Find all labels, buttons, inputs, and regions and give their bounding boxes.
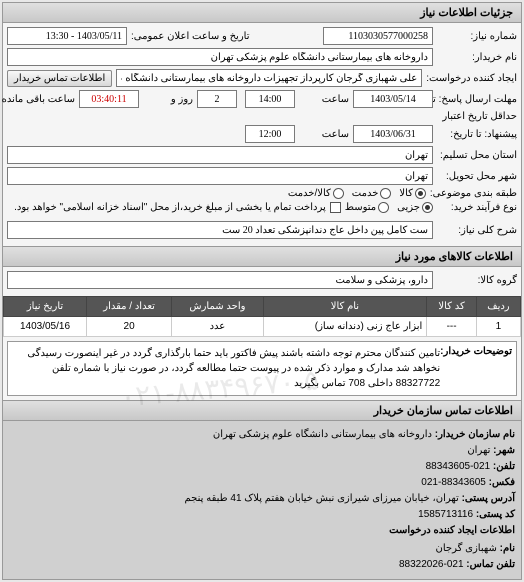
contact-info-button[interactable]: اطلاعات تماس خریدار bbox=[7, 70, 112, 87]
valid-date-input[interactable] bbox=[353, 125, 433, 143]
label-day: روز و bbox=[143, 94, 193, 105]
label-announce-date: تاریخ و ساعت اعلان عمومی: bbox=[131, 31, 319, 42]
creator-subheader: اطلاعات ایجاد کننده درخواست bbox=[9, 523, 515, 539]
items-table: ردیف کد کالا نام کالا واحد شمارش تعداد /… bbox=[3, 296, 521, 337]
creator-name-label: نام: bbox=[500, 543, 515, 554]
radio-jozi[interactable]: جزیی bbox=[397, 202, 433, 213]
cell-date: 1403/05/16 bbox=[4, 317, 87, 337]
contact-section: نام سازمان خریدار: داروخانه های بیمارستا… bbox=[3, 421, 521, 579]
description-box: توضیحات خریدار: تامین کنندگان محترم توجه… bbox=[7, 341, 517, 396]
creator-phone-label: تلفن تماس: bbox=[466, 559, 515, 570]
th-name: نام کالا bbox=[263, 297, 427, 317]
deadline-time-input[interactable] bbox=[245, 90, 295, 108]
label-city: شهر محل تحویل: bbox=[437, 171, 517, 182]
radio-both[interactable]: کالا/خدمت bbox=[288, 188, 344, 199]
contact-fax: 88343605-021 bbox=[421, 477, 486, 488]
contact-org: داروخانه های بیمارستانی دانشگاه علوم پزش… bbox=[213, 429, 432, 440]
label-group: گروه کالا: bbox=[437, 275, 517, 286]
need-title-input[interactable] bbox=[7, 221, 433, 239]
table-row[interactable]: 1 --- ابزار عاج زنی (دندانه ساز) عدد 20 … bbox=[4, 317, 521, 337]
remaining-days-input[interactable] bbox=[197, 90, 237, 108]
creator-phone: 021-88322026 bbox=[399, 559, 464, 570]
province-input[interactable] bbox=[7, 146, 433, 164]
cell-name: ابزار عاج زنی (دندانه ساز) bbox=[263, 317, 427, 337]
process-note: پرداخت تمام یا بخشی از مبلغ خرید،از محل … bbox=[14, 202, 326, 213]
cell-unit: عدد bbox=[172, 317, 263, 337]
contact-org-label: نام سازمان خریدار: bbox=[435, 429, 515, 440]
items-section-header: اطلاعات کالاهای مورد نیاز bbox=[3, 246, 521, 267]
cell-qty: 20 bbox=[86, 317, 171, 337]
panel-title: جزئیات اطلاعات نیاز bbox=[3, 3, 521, 23]
city-input[interactable] bbox=[7, 167, 433, 185]
contact-postcode-label: کد پستی: bbox=[476, 509, 515, 520]
label-buyer: نام خریدار: bbox=[437, 52, 517, 63]
contact-addr: تهران، خیابان میرزای شیرازی نبش خیابان ه… bbox=[185, 493, 459, 504]
contact-city-label: شهر: bbox=[493, 445, 515, 456]
th-unit: واحد شمارش bbox=[172, 297, 263, 317]
valid-time-input[interactable] bbox=[245, 125, 295, 143]
radio-kala[interactable]: کالا bbox=[399, 188, 426, 199]
label-creator: ایجاد کننده درخواست: bbox=[426, 73, 517, 84]
th-qty: تعداد / مقدار bbox=[86, 297, 171, 317]
label-hour2: ساعت bbox=[299, 129, 349, 140]
category-radio-group: کالا خدمت کالا/خدمت bbox=[288, 188, 426, 199]
contact-fax-label: فکس: bbox=[489, 477, 515, 488]
label-category: طبقه بندی موضوعی: bbox=[430, 188, 517, 199]
label-process: نوع فرآیند خرید: bbox=[437, 202, 517, 213]
radio-motavaset[interactable]: متوسط bbox=[345, 202, 389, 213]
creator-name: شهبازی گرجان bbox=[436, 543, 497, 554]
label-need-title: شرح کلی نیاز: bbox=[437, 225, 517, 236]
label-hour1: ساعت bbox=[299, 94, 349, 105]
label-deadline: مهلت ارسال پاسخ: تا bbox=[437, 94, 517, 105]
contact-addr-label: آدرس پستی: bbox=[462, 493, 515, 504]
cell-code: --- bbox=[427, 317, 477, 337]
deadline-date-input[interactable] bbox=[353, 90, 433, 108]
creator-input[interactable] bbox=[116, 69, 422, 87]
label-remaining: ساعت باقی مانده bbox=[2, 94, 75, 105]
desc-label: توضیحات خریدار: bbox=[440, 346, 512, 391]
announce-date-input[interactable] bbox=[7, 27, 127, 45]
process-radio-group: جزیی متوسط bbox=[345, 202, 433, 213]
th-row: ردیف bbox=[476, 297, 520, 317]
label-valid-from: حداقل تاریخ اعتبار bbox=[437, 111, 517, 122]
group-input[interactable] bbox=[7, 271, 433, 289]
th-code: کد کالا bbox=[427, 297, 477, 317]
buyer-name-input[interactable] bbox=[7, 48, 433, 66]
label-province: استان محل تسلیم: bbox=[437, 150, 517, 161]
radio-khedmat[interactable]: خدمت bbox=[352, 188, 392, 199]
th-date: تاریخ نیاز bbox=[4, 297, 87, 317]
process-note-check[interactable] bbox=[330, 202, 341, 213]
contact-postcode: 1585713116 bbox=[418, 509, 473, 520]
remaining-time-input[interactable] bbox=[79, 90, 139, 108]
cell-index: 1 bbox=[476, 317, 520, 337]
label-valid-to: پیشنهاد: تا تاریخ: bbox=[437, 129, 517, 140]
desc-text: تامین کنندگان محترم توجه داشته باشند پیش… bbox=[12, 346, 440, 391]
contact-phone-label: تلفن: bbox=[493, 461, 515, 472]
contact-phone: 021-88343605 bbox=[426, 461, 491, 472]
contact-city: تهران bbox=[467, 445, 490, 456]
request-no-input[interactable] bbox=[323, 27, 433, 45]
label-request-no: شماره نیاز: bbox=[437, 31, 517, 42]
contact-section-header: اطلاعات تماس سازمان خریدار bbox=[3, 400, 521, 421]
